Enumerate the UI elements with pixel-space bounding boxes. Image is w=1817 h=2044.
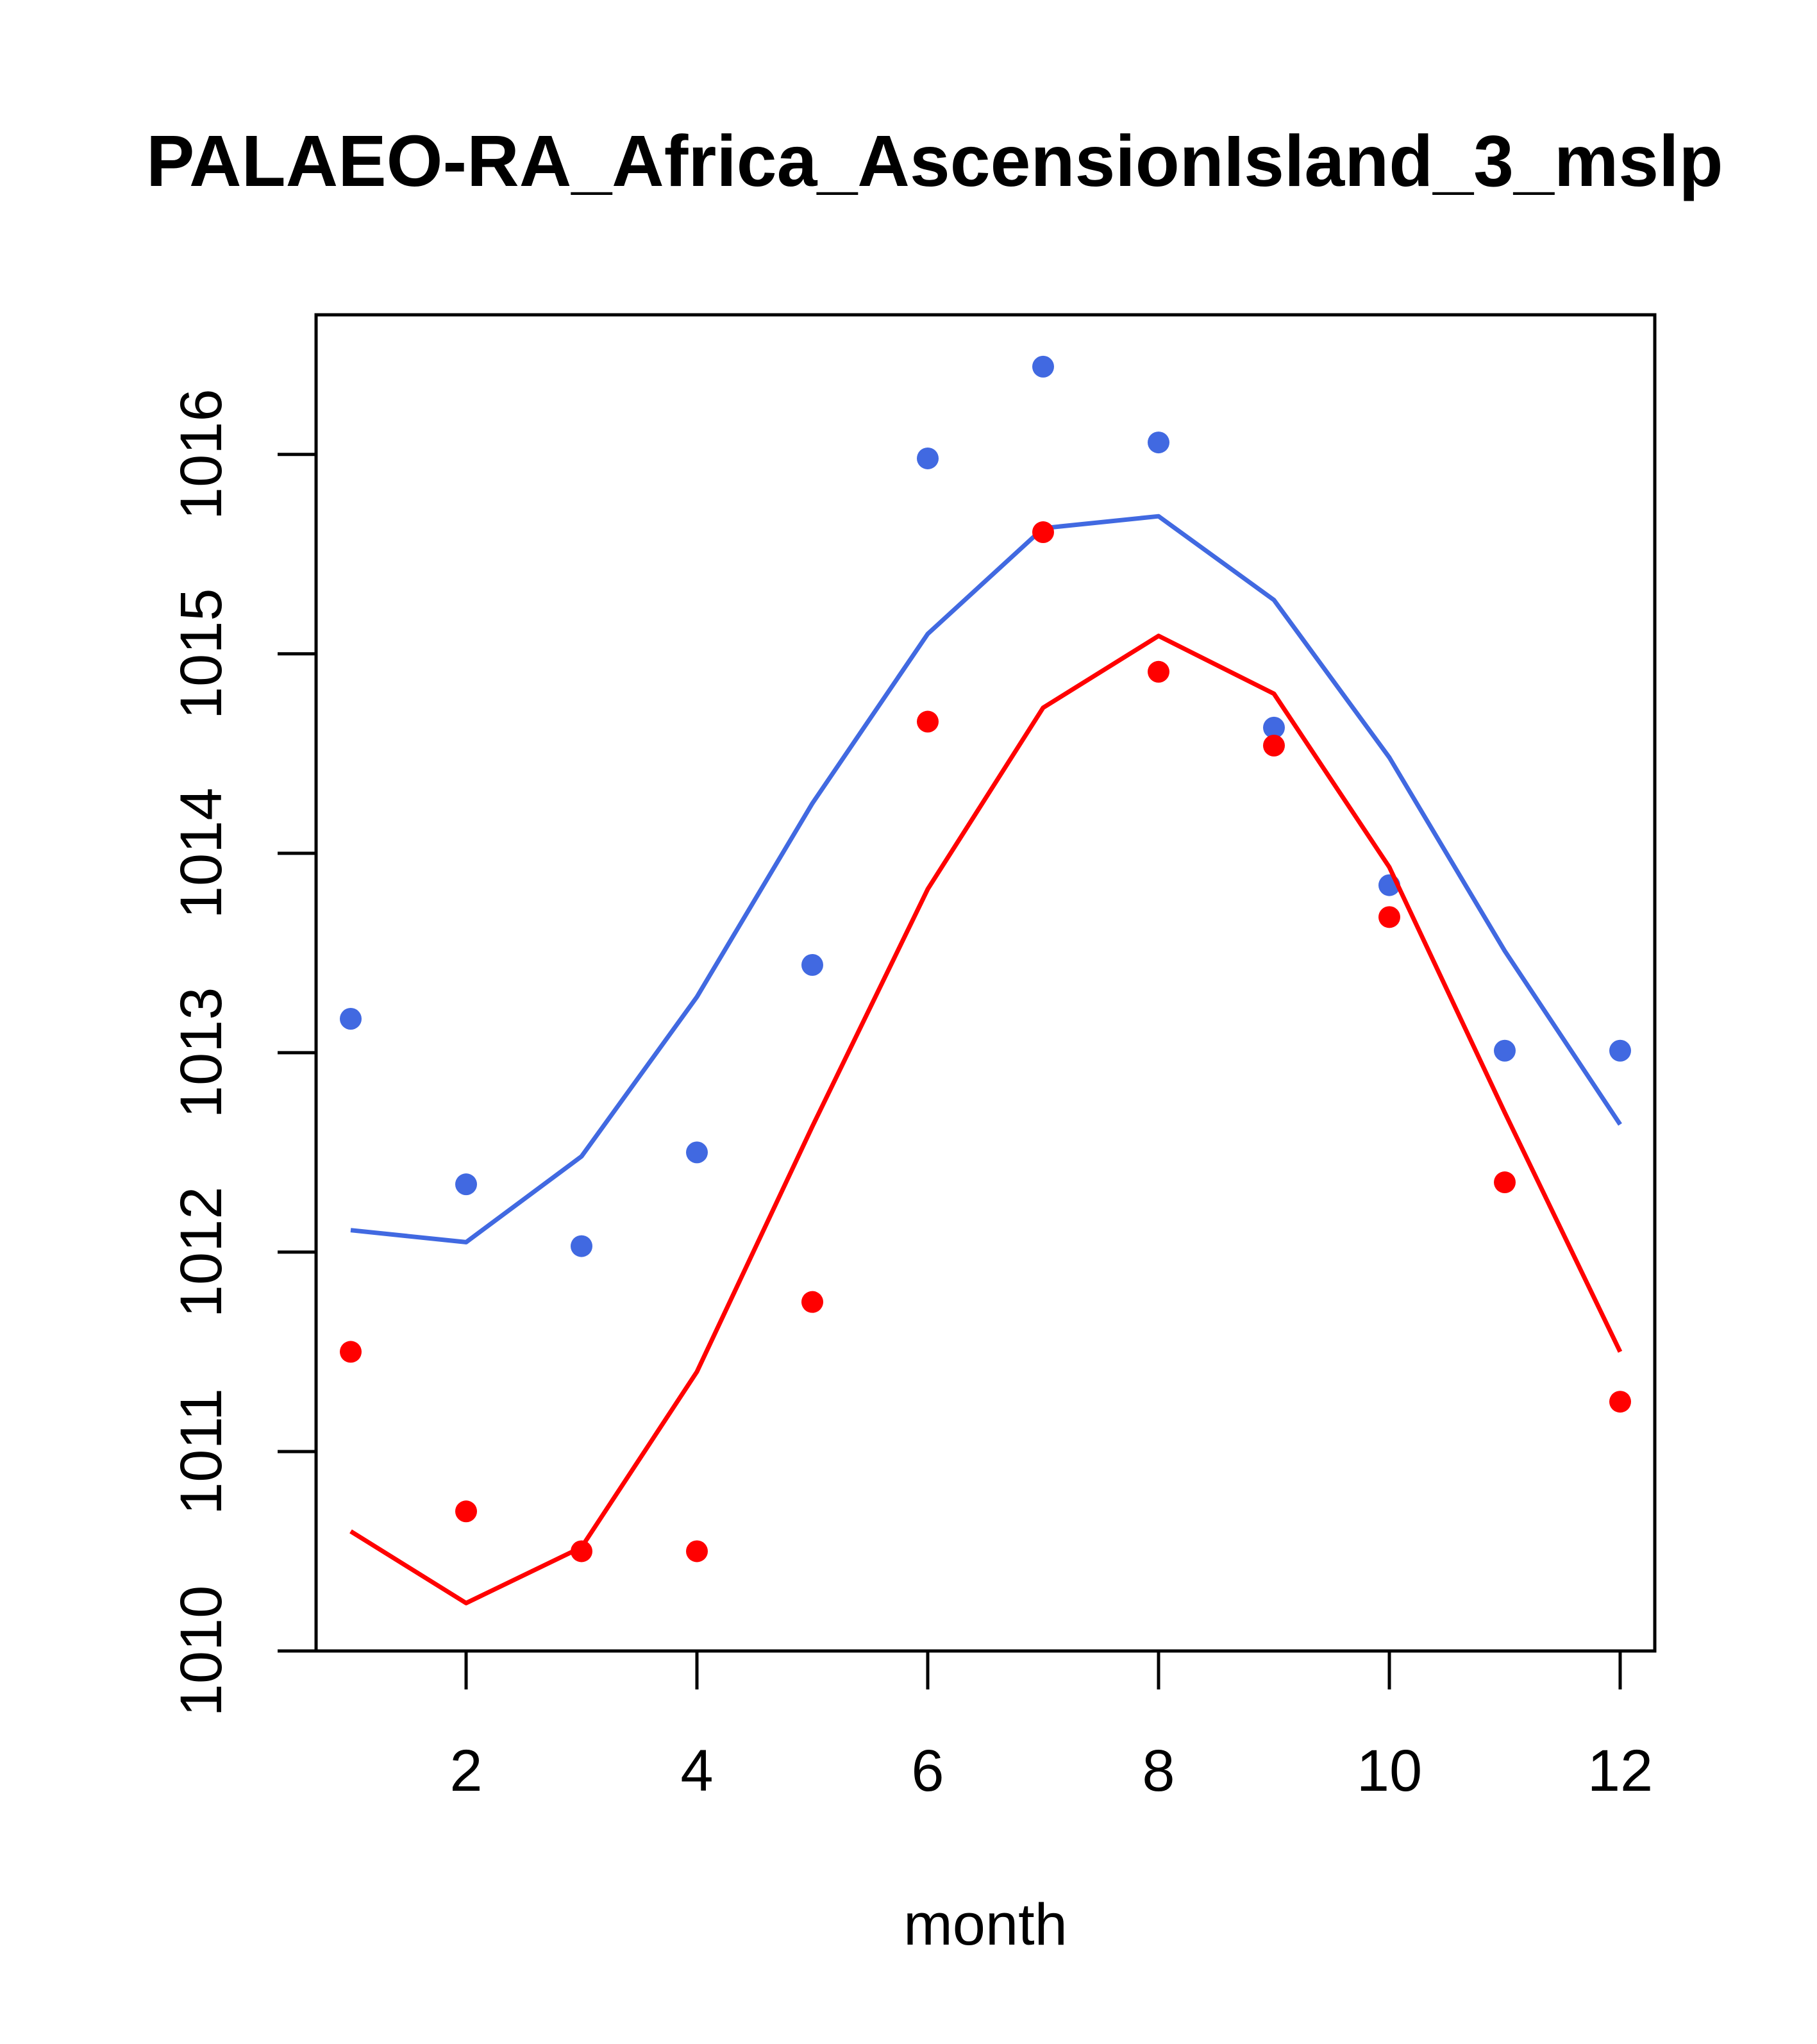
red-point (455, 1500, 477, 1523)
y-tick-label: 1010 (169, 1586, 234, 1717)
x-tick-label: 12 (1587, 1738, 1653, 1804)
blue-point (1148, 431, 1169, 454)
blue-point (1494, 1039, 1516, 1062)
red-point (801, 1291, 823, 1313)
blue-point (1263, 716, 1285, 739)
y-axis: 1010 1011 1012 1013 1014 1015 1016 (169, 389, 318, 1717)
red-point (1378, 906, 1400, 928)
y-tick-label: 1013 (169, 987, 234, 1119)
blue-point (455, 1173, 477, 1196)
red-point (571, 1540, 592, 1562)
x-tick-label: 10 (1357, 1738, 1422, 1804)
red-point (340, 1341, 362, 1363)
blue-point (686, 1141, 708, 1164)
blue-point (1032, 355, 1054, 378)
x-axis: 2 4 6 8 10 12 (449, 1649, 1653, 1804)
red-point (1609, 1391, 1631, 1413)
blue-point (917, 447, 939, 469)
red-point (1494, 1171, 1516, 1194)
blue-point (1609, 1039, 1631, 1062)
x-axis-label: month (903, 1892, 1068, 1957)
x-tick-label: 6 (911, 1738, 944, 1804)
blue-point (340, 1007, 362, 1030)
blue-point (571, 1235, 592, 1257)
red-point (917, 710, 939, 733)
y-tick-label: 1014 (169, 787, 234, 919)
blue-point (801, 954, 823, 976)
y-tick-label: 1016 (169, 389, 234, 520)
chart-title: PALAEO-RA_Africa_AscensionIsland_3_mslp (146, 121, 1723, 201)
red-point (1032, 521, 1054, 544)
red-line-series (349, 633, 1623, 1605)
x-tick-label: 4 (680, 1738, 713, 1804)
y-tick-label: 1015 (169, 588, 234, 719)
red-point (1263, 734, 1285, 757)
red-point (686, 1540, 708, 1562)
x-tick-label: 2 (449, 1738, 482, 1804)
blue-line-series (350, 514, 1622, 1244)
red-point (1148, 660, 1169, 683)
plot-frame (314, 313, 1657, 1653)
series-layer (340, 355, 1631, 1605)
y-tick-label: 1012 (169, 1187, 234, 1318)
x-tick-label: 8 (1142, 1738, 1175, 1804)
y-tick-label: 1011 (169, 1388, 234, 1515)
